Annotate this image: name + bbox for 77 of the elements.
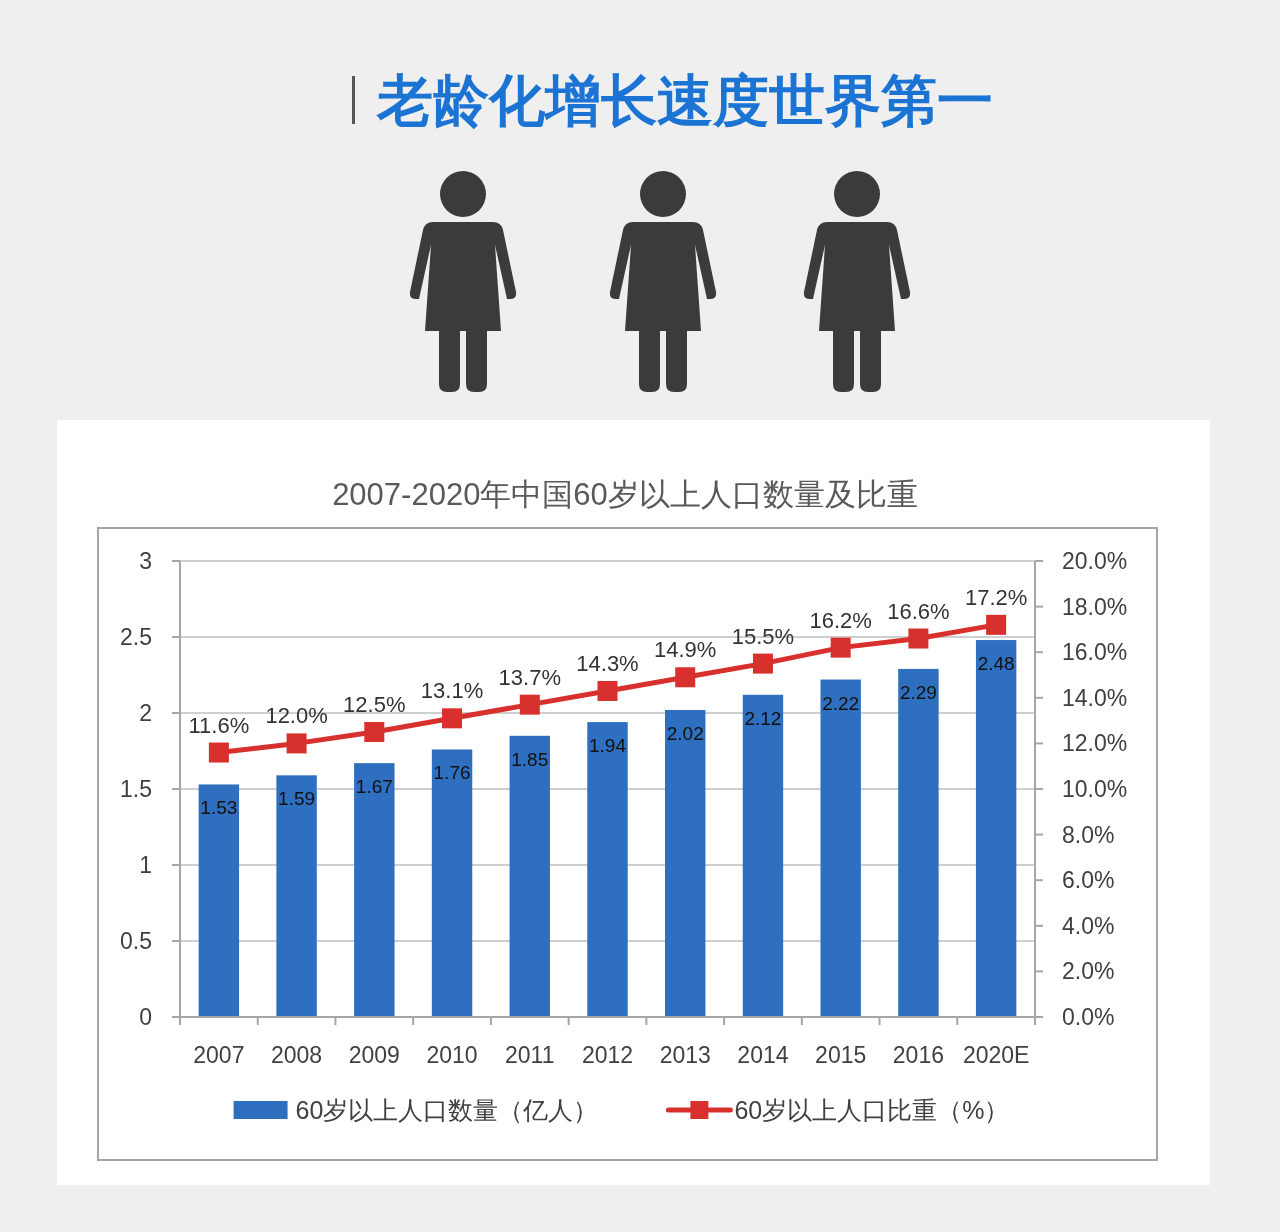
point — [908, 628, 929, 649]
data-label: 16.2% — [809, 607, 872, 633]
y-tick-label: 2 — [139, 700, 152, 726]
x-tick-label: 2016 — [892, 1042, 944, 1068]
data-label: 13.1% — [420, 678, 484, 704]
data-label: 1.85 — [511, 748, 549, 770]
point — [208, 742, 229, 763]
data-label: 14.9% — [654, 637, 717, 663]
bar — [742, 694, 784, 1017]
data-label: 2.12 — [744, 707, 782, 729]
bar — [354, 763, 395, 1017]
data-label: 2.48 — [977, 653, 1015, 675]
x-tick-label: 2012 — [581, 1042, 634, 1068]
point — [752, 653, 773, 674]
y-tick-label: 0 — [139, 1004, 152, 1030]
x-tick-label: 2007 — [193, 1042, 245, 1068]
y-tick-label: 3 — [139, 548, 152, 574]
data-label: 11.6% — [188, 712, 250, 738]
bar — [509, 735, 550, 1017]
y-tick-label: 0.5 — [120, 928, 152, 954]
data-label: 1.94 — [589, 735, 627, 757]
data-label: 1.53 — [200, 797, 238, 819]
x-tick-label: 2013 — [659, 1042, 711, 1068]
legend-label: 60岁以上人口比重（%） — [734, 1096, 1010, 1124]
y2-tick-label: 12.0% — [1062, 730, 1128, 757]
point — [830, 637, 851, 658]
data-label: 16.6% — [887, 598, 950, 624]
data-label: 12.0% — [265, 703, 328, 729]
data-label: 2.22 — [822, 692, 860, 714]
chart-subtitle: 2007-2020年中国60岁以上人口数量及比重 — [332, 477, 918, 512]
y2-tick-label: 20.0% — [1062, 548, 1128, 574]
legend-label: 60岁以上人口数量（亿人） — [295, 1096, 599, 1124]
point — [675, 667, 696, 688]
y2-tick-label: 0.0% — [1062, 1004, 1115, 1030]
y2-tick-label: 10.0% — [1062, 776, 1128, 802]
data-label: 1.76 — [433, 762, 471, 784]
chart-title: 老龄化增长速度世界第一 — [376, 69, 993, 132]
bar — [431, 749, 473, 1017]
data-label: 2.29 — [899, 681, 937, 703]
x-tick-label: 2009 — [348, 1042, 400, 1068]
y2-tick-label: 2.0% — [1062, 958, 1115, 985]
y-tick-label: 1 — [139, 852, 152, 878]
y-tick-label: 1.5 — [120, 776, 152, 802]
bar — [820, 679, 861, 1017]
bar — [276, 775, 317, 1017]
x-tick-label: 2010 — [426, 1042, 478, 1068]
x-tick-label: 2015 — [815, 1042, 867, 1068]
bar — [587, 722, 628, 1017]
y2-tick-label: 14.0% — [1062, 684, 1128, 711]
x-tick-label: 2008 — [271, 1042, 323, 1068]
point — [986, 614, 1007, 635]
point — [286, 733, 307, 754]
data-label: 13.7% — [498, 664, 561, 690]
bar — [898, 668, 939, 1017]
bar — [975, 640, 1017, 1017]
data-label: 1.67 — [355, 776, 393, 798]
bar — [665, 709, 706, 1017]
data-label: 14.3% — [576, 650, 639, 676]
point — [597, 680, 618, 701]
data-label: 1.59 — [278, 788, 316, 810]
x-tick-label: 2014 — [737, 1042, 789, 1068]
data-label: 15.5% — [731, 623, 795, 649]
point — [519, 694, 540, 715]
x-tick-label: 2011 — [505, 1042, 555, 1068]
data-label: 17.2% — [964, 584, 1028, 610]
y2-tick-label: 6.0% — [1062, 867, 1115, 894]
point — [364, 722, 385, 742]
point — [442, 708, 463, 729]
data-label: 12.5% — [343, 692, 406, 717]
y2-tick-label: 16.0% — [1062, 639, 1128, 666]
y2-tick-label: 8.0% — [1062, 821, 1115, 848]
data-label: 2.02 — [666, 722, 704, 744]
y2-tick-label: 4.0% — [1062, 912, 1115, 939]
bar — [198, 784, 240, 1017]
y2-tick-label: 18.0% — [1062, 593, 1128, 620]
x-tick-label: 2020E — [962, 1042, 1030, 1068]
y-tick-label: 2.5 — [120, 624, 152, 650]
